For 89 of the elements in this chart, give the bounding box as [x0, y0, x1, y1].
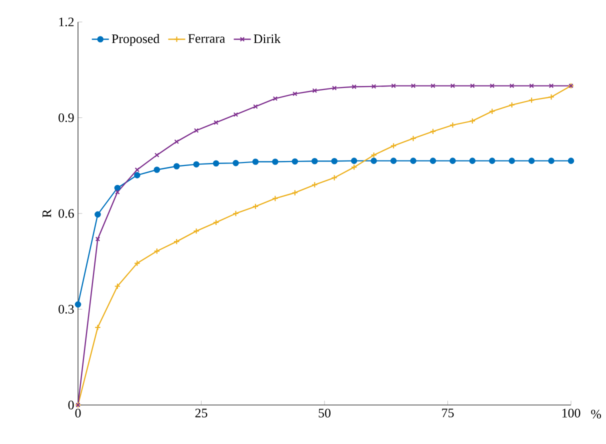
point	[312, 182, 318, 188]
point	[430, 83, 436, 88]
y-tick-label: 0.6	[58, 209, 74, 218]
x-tick-label: 50	[318, 408, 330, 418]
point	[212, 160, 220, 167]
point	[312, 158, 318, 164]
point	[193, 228, 200, 234]
x-tick-label: 0	[75, 408, 81, 418]
point	[233, 112, 238, 117]
point	[252, 158, 259, 165]
y-tick-label: 0	[68, 400, 74, 410]
point	[292, 91, 298, 96]
legend-label: Proposed	[112, 34, 160, 46]
point	[74, 301, 82, 308]
point	[331, 158, 338, 164]
point	[370, 152, 377, 158]
y-axis-title: R	[42, 209, 52, 218]
x-tick-label: 75	[442, 408, 454, 418]
point	[469, 158, 476, 164]
point	[548, 158, 554, 164]
point	[450, 158, 456, 164]
point	[352, 84, 356, 90]
y-tick-label: 0.3	[58, 304, 74, 314]
point	[312, 88, 318, 93]
point	[490, 83, 495, 88]
point	[508, 102, 515, 108]
x-axis-title: %	[591, 410, 602, 418]
point	[410, 83, 416, 88]
point	[272, 158, 278, 165]
point	[488, 158, 496, 164]
point	[154, 248, 160, 254]
point	[134, 260, 140, 266]
point	[114, 184, 121, 192]
y-tick-label: 0.9	[58, 113, 74, 122]
point	[450, 83, 456, 88]
point	[488, 108, 496, 114]
point	[528, 158, 535, 164]
point	[292, 158, 298, 165]
point	[154, 152, 160, 158]
point	[272, 96, 278, 101]
point	[350, 158, 358, 164]
x-tick-label: 25	[195, 408, 208, 418]
point	[528, 97, 535, 104]
point	[94, 211, 101, 218]
point	[173, 238, 180, 245]
y-tick-label: 1.2	[59, 18, 74, 26]
point	[410, 135, 416, 142]
point	[469, 118, 476, 124]
legend-label: Dirik	[254, 34, 281, 44]
point	[272, 195, 278, 202]
point	[232, 160, 239, 166]
point	[410, 158, 416, 164]
point	[509, 83, 514, 88]
point	[253, 104, 258, 109]
point	[508, 158, 515, 164]
point	[548, 83, 554, 88]
x-tick-label: 100	[562, 408, 580, 418]
point	[94, 324, 101, 331]
point	[154, 166, 160, 173]
point	[568, 158, 574, 164]
point	[95, 236, 100, 242]
point	[174, 139, 179, 144]
point	[134, 172, 140, 178]
legend-label: Ferrara	[188, 34, 226, 43]
point	[214, 120, 218, 125]
point	[391, 83, 396, 88]
point	[194, 128, 199, 133]
point	[450, 122, 456, 128]
point	[212, 219, 220, 226]
point	[232, 210, 239, 217]
point	[430, 128, 436, 135]
point	[370, 158, 377, 164]
point	[332, 86, 337, 90]
point	[529, 83, 534, 88]
point	[134, 167, 140, 172]
point	[371, 84, 376, 89]
point	[252, 203, 259, 210]
point	[115, 190, 120, 194]
point	[390, 158, 397, 164]
point	[470, 83, 475, 88]
point	[548, 94, 554, 100]
point	[430, 158, 436, 164]
point	[390, 142, 397, 149]
point	[292, 190, 298, 196]
point	[173, 163, 180, 170]
point	[331, 174, 338, 181]
point	[114, 283, 121, 290]
point	[193, 161, 200, 168]
point	[350, 164, 358, 170]
